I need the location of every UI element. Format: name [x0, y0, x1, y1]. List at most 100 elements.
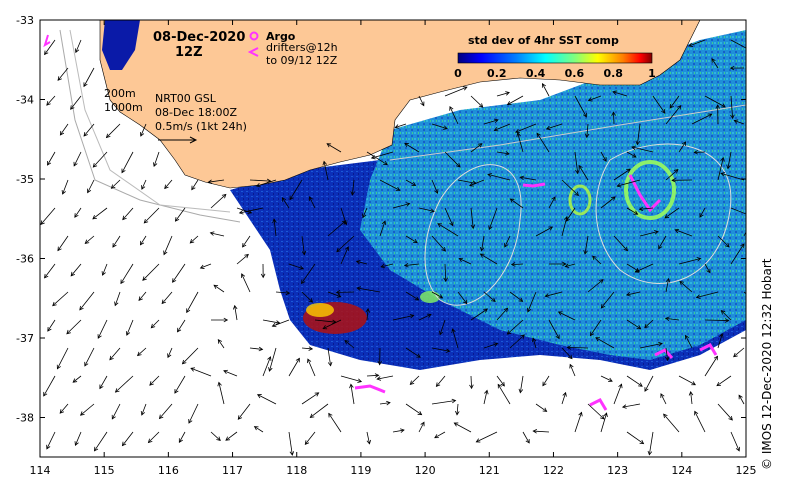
current-arrow — [626, 207, 638, 215]
current-arrow — [149, 375, 160, 386]
current-arrow — [639, 231, 659, 237]
current-arrow — [456, 403, 459, 415]
current-arrow-head — [411, 181, 417, 186]
current-arrow-head — [92, 163, 98, 168]
current-arrow-head — [256, 394, 262, 399]
current-arrow-head — [395, 186, 401, 191]
current-arrow — [314, 319, 336, 323]
current-arrow — [141, 179, 147, 190]
current-arrow — [574, 151, 579, 174]
current-arrow-head — [114, 388, 120, 393]
colorbar-tick-label: 0.8 — [603, 67, 623, 80]
current-arrow-head — [681, 141, 687, 146]
current-arrow — [476, 431, 498, 443]
current-arrow — [236, 207, 252, 214]
current-arrow-head — [237, 415, 243, 420]
current-arrow-head — [726, 164, 731, 170]
current-arrow-head — [125, 331, 131, 336]
current-arrow — [459, 258, 472, 265]
current-arrow-head — [92, 215, 97, 220]
current-arrow-head — [255, 182, 261, 188]
current-arrow-head — [308, 298, 314, 303]
current-arrow-head — [271, 322, 277, 328]
current-arrow-head — [240, 273, 246, 278]
current-arrow — [111, 179, 121, 189]
current-arrow — [457, 179, 477, 184]
current-time: 08-Dec 18:00Z — [155, 106, 237, 119]
current-arrow — [613, 235, 628, 251]
current-arrow — [47, 319, 56, 332]
current-arrow-head — [59, 409, 65, 414]
current-arrow-head — [434, 189, 439, 194]
current-arrow — [326, 143, 342, 153]
current-arrow-head — [341, 220, 347, 225]
current-arrow-head — [84, 239, 90, 244]
current-arrow-head — [568, 354, 573, 360]
current-arrow-head — [188, 418, 193, 424]
current-arrow — [208, 179, 225, 183]
current-arrow-head — [719, 333, 724, 338]
current-arrow-head — [750, 218, 753, 222]
current-arrow — [510, 198, 524, 209]
x-tick-label: 115 — [94, 464, 115, 477]
current-arrow-head — [72, 378, 78, 383]
coastal-water-blob — [102, 20, 140, 70]
current-arrow — [704, 95, 726, 108]
current-arrow — [102, 263, 108, 276]
current-arrow-head — [244, 253, 249, 259]
current-arrow — [535, 226, 553, 237]
current-arrow-head — [598, 279, 604, 284]
current-arrow-head — [46, 101, 51, 106]
current-arrow-head — [636, 325, 642, 330]
current-arrow — [323, 161, 329, 181]
current-arrow — [47, 151, 56, 166]
current-arrow — [327, 220, 346, 237]
current-arrow-head — [121, 441, 127, 447]
current-arrow-head — [738, 394, 743, 400]
current-arrow — [480, 253, 498, 265]
current-arrow — [600, 375, 613, 382]
current-arrow — [356, 260, 368, 265]
current-arrow-head — [611, 111, 616, 116]
current-arrow-head — [374, 373, 380, 378]
current-arrow — [418, 422, 425, 433]
current-arrow-head — [40, 220, 45, 226]
sst-hotspot-yellow — [306, 303, 334, 317]
current-arrow — [60, 123, 69, 136]
current-arrow-head — [733, 119, 739, 124]
current-arrow — [404, 143, 420, 153]
current-arrow — [322, 319, 342, 329]
current-arrow-head — [660, 393, 665, 398]
current-arrow — [73, 151, 82, 167]
current-arrow-head — [99, 384, 104, 390]
colorbar — [457, 52, 653, 64]
current-arrow — [92, 151, 108, 168]
x-tick-label: 120 — [415, 464, 436, 477]
current-arrow-head — [73, 161, 78, 167]
current-arrow — [381, 263, 394, 268]
current-arrow-head — [525, 438, 530, 444]
current-arrow — [366, 431, 370, 444]
current-arrow — [504, 235, 511, 248]
current-arrow-head — [693, 150, 699, 155]
current-arrow — [658, 235, 667, 249]
current-arrow — [730, 39, 746, 49]
current-arrow — [159, 403, 173, 419]
current-arrow — [366, 151, 388, 166]
current-arrow — [613, 384, 622, 405]
current-arrow — [548, 319, 560, 339]
current-arrow-head — [47, 160, 52, 166]
current-arrow — [200, 263, 212, 269]
current-arrow-head — [587, 97, 593, 102]
current-arrow-head — [439, 330, 444, 336]
current-arrow-head — [602, 157, 607, 162]
current-arrow-head — [600, 303, 606, 309]
current-arrow — [62, 179, 69, 195]
current-arrow — [733, 347, 745, 358]
current-arrow — [639, 343, 663, 349]
drifter-track-3 — [654, 348, 674, 359]
current-arrow-head — [644, 387, 649, 392]
y-tick-label: -33 — [16, 14, 34, 27]
current-arrow — [444, 207, 454, 226]
current-arrow — [357, 287, 381, 293]
